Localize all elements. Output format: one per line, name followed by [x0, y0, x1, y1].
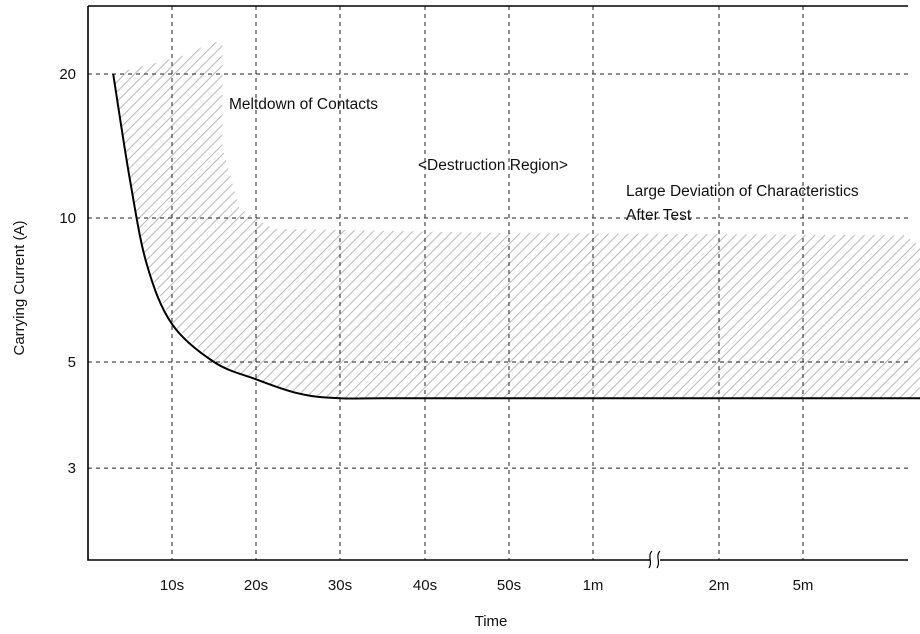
- y-tick-20: 20: [59, 66, 76, 83]
- x-tick-20s: 20s: [244, 577, 268, 594]
- x-tick-5m: 5m: [793, 577, 814, 594]
- plot-frame: [87, 5, 908, 561]
- y-tick-3: 3: [68, 460, 76, 477]
- limit-curve-line: [112, 73, 920, 400]
- y-tick-labels: 3 5 10 20: [59, 66, 76, 477]
- x-tick-labels: 10s 20s 30s 40s 50s 1m 2m 5m: [160, 577, 814, 594]
- horizontal-gridlines: [88, 73, 908, 469]
- x-tick-1m: 1m: [583, 577, 604, 594]
- axis-break-mark: [648, 550, 661, 569]
- annotation-destruction-region: <Destruction Region>: [418, 157, 568, 174]
- destruction-region: [113, 40, 920, 399]
- x-tick-50s: 50s: [497, 577, 521, 594]
- y-tick-5: 5: [68, 354, 76, 371]
- x-tick-30s: 30s: [328, 577, 352, 594]
- axis-break-stroke-left: [648, 550, 653, 569]
- destruction-region-area: [113, 40, 920, 399]
- x-axis-title: Time: [475, 613, 508, 630]
- axis-break-stroke-right: [656, 550, 661, 569]
- y-tick-10: 10: [59, 210, 76, 227]
- annotation-deviation-line1: Large Deviation of Characteristics: [626, 183, 859, 200]
- axis-break-gap: [650, 554, 660, 566]
- x-tick-40s: 40s: [413, 577, 437, 594]
- x-tick-2m: 2m: [709, 577, 730, 594]
- x-tick-10s: 10s: [160, 577, 184, 594]
- y-axis-title: Carrying Current (A): [11, 220, 28, 355]
- annotation-meltdown: Meltdown of Contacts: [229, 96, 378, 113]
- annotation-deviation-line2: After Test: [626, 207, 692, 224]
